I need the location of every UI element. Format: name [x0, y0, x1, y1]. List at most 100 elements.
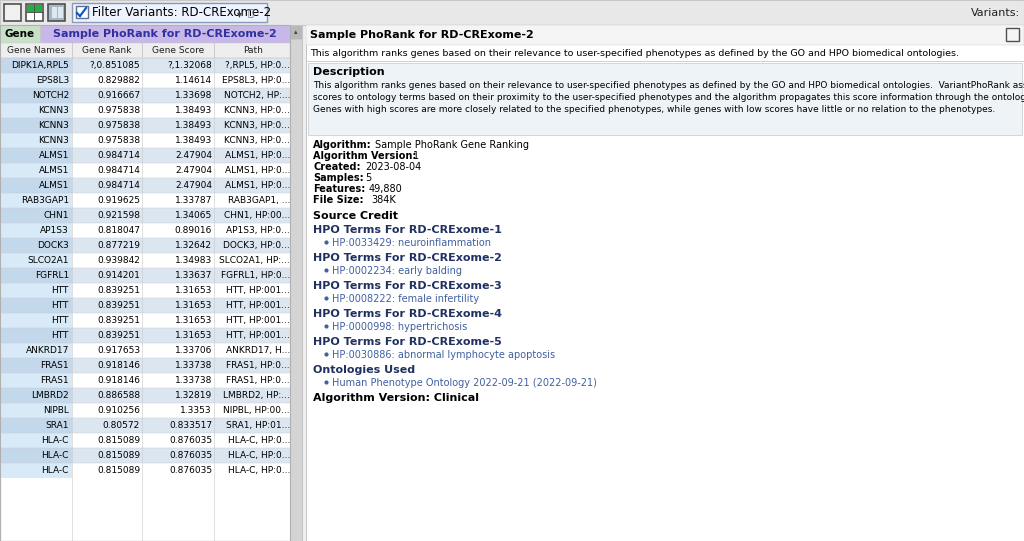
Bar: [0, 283, 72, 298]
Bar: [0, 358, 72, 373]
Text: 0.919625: 0.919625: [97, 196, 140, 205]
Bar: [0, 268, 72, 283]
Text: 0.984714: 0.984714: [97, 151, 140, 160]
Text: 1.14614: 1.14614: [175, 76, 212, 85]
Bar: [0, 208, 290, 223]
Bar: [308, 63, 1022, 135]
Bar: [52, 7, 57, 18]
Text: 2.47904: 2.47904: [175, 166, 212, 175]
Text: ?,0.851085: ?,0.851085: [89, 61, 140, 70]
Bar: [306, 25, 1024, 541]
Text: ▾: ▾: [237, 9, 242, 19]
Bar: [0, 418, 72, 433]
Text: HP:0033429: neuroinflammation: HP:0033429: neuroinflammation: [332, 238, 490, 248]
Text: 0.886588: 0.886588: [97, 391, 140, 400]
Text: This algorithm ranks genes based on their relevance to user-specified phenotypes: This algorithm ranks genes based on thei…: [310, 49, 959, 58]
Text: 0.815089: 0.815089: [97, 451, 140, 460]
Text: 0.839251: 0.839251: [97, 301, 140, 310]
Text: 1.32642: 1.32642: [175, 241, 212, 250]
Text: 384K: 384K: [371, 195, 395, 205]
Bar: [0, 58, 290, 73]
Text: KCNN3: KCNN3: [38, 106, 69, 115]
Text: HPO Terms For RD-CRExome-3: HPO Terms For RD-CRExome-3: [313, 281, 502, 291]
Text: 0.975838: 0.975838: [97, 136, 140, 145]
Text: 0.839251: 0.839251: [97, 331, 140, 340]
Text: 1.34983: 1.34983: [175, 256, 212, 265]
Text: FGFRL1, HP:0...: FGFRL1, HP:0...: [221, 271, 290, 280]
Bar: [0, 373, 290, 388]
Text: This algorithm ranks genes based on their relevance to user-specified phenotypes: This algorithm ranks genes based on thei…: [313, 81, 1024, 90]
Text: ?,RPL5, HP:0...: ?,RPL5, HP:0...: [225, 61, 290, 70]
Bar: [0, 163, 290, 178]
Text: 0.921598: 0.921598: [97, 211, 140, 220]
Text: FGFRL1: FGFRL1: [35, 271, 69, 280]
Bar: [290, 25, 302, 541]
Text: 1.31653: 1.31653: [175, 331, 212, 340]
Bar: [0, 43, 290, 58]
Text: HPO Terms For RD-CRExome-5: HPO Terms For RD-CRExome-5: [313, 337, 502, 347]
Text: 0.818047: 0.818047: [97, 226, 140, 235]
Text: Algorithm Version: Clinical: Algorithm Version: Clinical: [313, 393, 479, 403]
Text: 0.815089: 0.815089: [97, 466, 140, 475]
Bar: [72, 3, 267, 22]
Text: 49,880: 49,880: [369, 184, 402, 194]
Text: 0.876035: 0.876035: [169, 466, 212, 475]
Text: 0.914201: 0.914201: [97, 271, 140, 280]
Bar: [0, 223, 72, 238]
Text: FRAS1, HP:0...: FRAS1, HP:0...: [226, 376, 290, 385]
Bar: [0, 313, 290, 328]
Text: HP:0002234: early balding: HP:0002234: early balding: [332, 266, 462, 276]
Bar: [48, 4, 65, 21]
Text: 0.910256: 0.910256: [97, 406, 140, 415]
Text: ANKRD17: ANKRD17: [26, 346, 69, 355]
Bar: [1006, 28, 1019, 41]
Text: Human Phenotype Ontology 2022-09-21 (2022-09-21): Human Phenotype Ontology 2022-09-21 (202…: [332, 378, 597, 388]
Bar: [0, 433, 72, 448]
Text: FRAS1, HP:0...: FRAS1, HP:0...: [226, 361, 290, 370]
Bar: [40, 25, 290, 43]
Bar: [0, 433, 290, 448]
Bar: [76, 6, 88, 18]
Text: Sample PhoRank for RD-CRExome-2: Sample PhoRank for RD-CRExome-2: [310, 30, 534, 40]
Text: scores to ontology terms based on their proximity to the user-specified phenotyp: scores to ontology terms based on their …: [313, 93, 1024, 102]
Text: SLCO2A1, HP:...: SLCO2A1, HP:...: [219, 256, 290, 265]
Text: HPO Terms For RD-CRExome-4: HPO Terms For RD-CRExome-4: [313, 309, 502, 319]
Text: HP:0030886: abnormal lymphocyte apoptosis: HP:0030886: abnormal lymphocyte apoptosi…: [332, 350, 555, 360]
Text: HLA-C, HP:0...: HLA-C, HP:0...: [227, 436, 290, 445]
Text: LMBRD2: LMBRD2: [32, 391, 69, 400]
Bar: [58, 7, 63, 18]
Text: NOTCH2: NOTCH2: [32, 91, 69, 100]
Bar: [0, 328, 290, 343]
Text: 5: 5: [365, 173, 372, 183]
Text: NIPBL: NIPBL: [43, 406, 69, 415]
Text: 0.829882: 0.829882: [97, 76, 140, 85]
Text: HLA-C: HLA-C: [42, 436, 69, 445]
Text: HP:0000998: hypertrichosis: HP:0000998: hypertrichosis: [332, 322, 467, 332]
Text: 1.31653: 1.31653: [175, 286, 212, 295]
Bar: [0, 328, 72, 343]
Text: 1.32819: 1.32819: [175, 391, 212, 400]
Bar: [290, 25, 302, 39]
Text: Samples:: Samples:: [313, 173, 364, 183]
Text: HP:0008222: female infertility: HP:0008222: female infertility: [332, 294, 479, 304]
Bar: [35, 5, 42, 12]
Bar: [0, 88, 290, 103]
Text: 0.975838: 0.975838: [97, 121, 140, 130]
Bar: [0, 343, 72, 358]
Text: AP1S3, HP:0...: AP1S3, HP:0...: [226, 226, 290, 235]
Text: Path: Path: [243, 46, 263, 55]
Text: HLA-C: HLA-C: [42, 466, 69, 475]
Text: 1.38493: 1.38493: [175, 121, 212, 130]
Text: Algorithm Version:: Algorithm Version:: [313, 151, 417, 161]
Bar: [0, 418, 290, 433]
Text: 2.47904: 2.47904: [175, 151, 212, 160]
Bar: [0, 25, 40, 43]
Text: 0.984714: 0.984714: [97, 166, 140, 175]
Text: DOCK3, HP:0...: DOCK3, HP:0...: [223, 241, 290, 250]
Text: 1.38493: 1.38493: [175, 106, 212, 115]
Bar: [0, 103, 290, 118]
Bar: [0, 25, 302, 541]
Text: NIPBL, HP:00...: NIPBL, HP:00...: [223, 406, 290, 415]
Bar: [0, 298, 72, 313]
Text: KCNN3, HP:0...: KCNN3, HP:0...: [224, 136, 290, 145]
